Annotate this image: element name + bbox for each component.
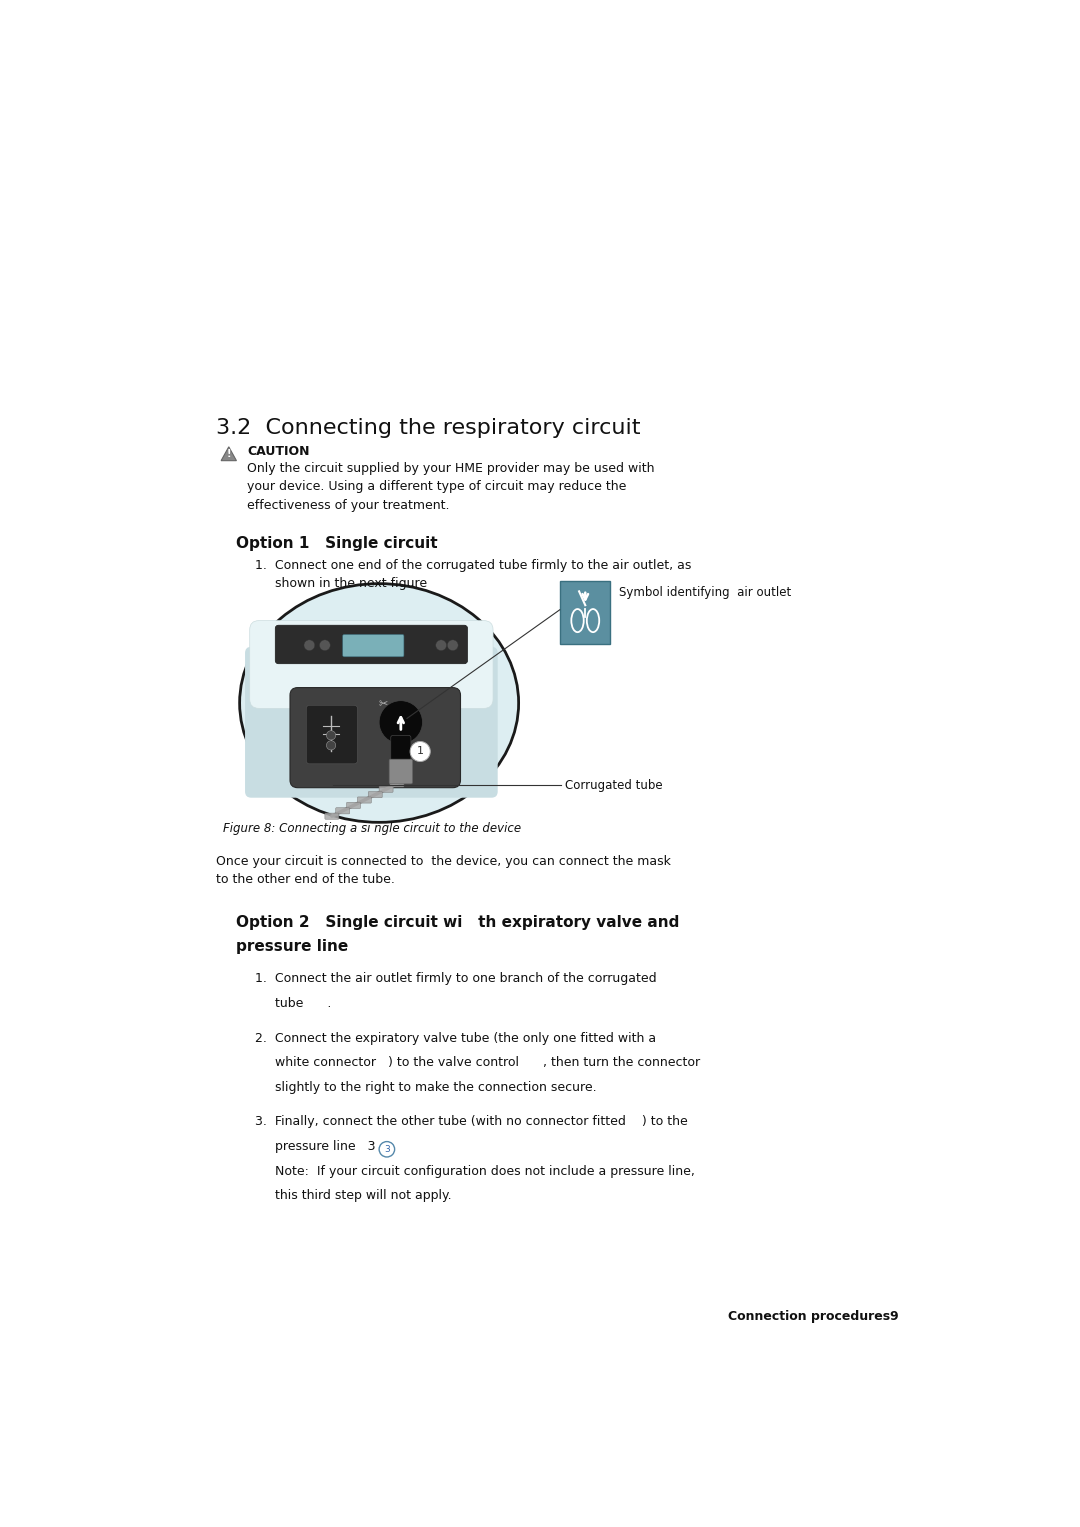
FancyBboxPatch shape bbox=[245, 647, 498, 797]
Text: 9: 9 bbox=[890, 1310, 899, 1322]
Text: 1: 1 bbox=[417, 747, 423, 756]
Text: 3: 3 bbox=[384, 1145, 390, 1154]
Text: this third step will not apply.: this third step will not apply. bbox=[255, 1190, 451, 1202]
Text: pressure line   3   .: pressure line 3 . bbox=[255, 1141, 392, 1153]
Text: 1.  Connect the air outlet firmly to one branch of the corrugated: 1. Connect the air outlet firmly to one … bbox=[255, 973, 657, 985]
FancyBboxPatch shape bbox=[325, 812, 339, 820]
FancyBboxPatch shape bbox=[390, 780, 404, 786]
Circle shape bbox=[326, 731, 336, 741]
FancyBboxPatch shape bbox=[275, 625, 468, 664]
FancyBboxPatch shape bbox=[307, 705, 357, 764]
FancyBboxPatch shape bbox=[391, 736, 410, 767]
Circle shape bbox=[303, 640, 314, 651]
Circle shape bbox=[379, 1142, 394, 1157]
FancyBboxPatch shape bbox=[249, 620, 494, 709]
FancyBboxPatch shape bbox=[342, 634, 404, 657]
FancyBboxPatch shape bbox=[368, 791, 382, 797]
Text: 1.  Connect one end of the corrugated tube firmly to the air outlet, as
     sho: 1. Connect one end of the corrugated tub… bbox=[255, 559, 691, 591]
FancyBboxPatch shape bbox=[291, 687, 460, 788]
Text: Option 1   Single circuit: Option 1 Single circuit bbox=[235, 536, 437, 551]
Circle shape bbox=[410, 742, 430, 762]
Circle shape bbox=[379, 701, 422, 744]
Text: Only the circuit supplied by your HME provider may be used with
your device. Usi: Only the circuit supplied by your HME pr… bbox=[247, 463, 654, 512]
FancyBboxPatch shape bbox=[336, 808, 350, 814]
FancyBboxPatch shape bbox=[389, 759, 413, 783]
Text: Symbol identifying  air outlet: Symbol identifying air outlet bbox=[619, 586, 791, 599]
Text: Figure 8: Connecting a si ngle circuit to the device: Figure 8: Connecting a si ngle circuit t… bbox=[222, 823, 521, 835]
FancyBboxPatch shape bbox=[357, 797, 372, 803]
Text: slightly to the right to make the connection secure.: slightly to the right to make the connec… bbox=[255, 1081, 597, 1093]
FancyBboxPatch shape bbox=[379, 786, 393, 793]
Text: Option 2   Single circuit wi   th expiratory valve and: Option 2 Single circuit wi th expiratory… bbox=[235, 915, 679, 930]
Circle shape bbox=[447, 640, 458, 651]
Circle shape bbox=[326, 741, 336, 750]
Text: CAUTION: CAUTION bbox=[247, 444, 310, 458]
Text: Corrugated tube: Corrugated tube bbox=[565, 779, 663, 793]
FancyBboxPatch shape bbox=[347, 802, 361, 808]
Ellipse shape bbox=[240, 583, 518, 823]
Text: ✂: ✂ bbox=[378, 699, 388, 710]
Text: white connector   ) to the valve control      , then turn the connector: white connector ) to the valve control ,… bbox=[255, 1057, 700, 1069]
Text: 2.  Connect the expiratory valve tube (the only one fitted with a: 2. Connect the expiratory valve tube (th… bbox=[255, 1032, 657, 1044]
Circle shape bbox=[435, 640, 446, 651]
Text: pressure line: pressure line bbox=[235, 939, 348, 954]
Text: Connection procedures: Connection procedures bbox=[729, 1310, 891, 1322]
Text: 3.  Finally, connect the other tube (with no connector fitted    ) to the: 3. Finally, connect the other tube (with… bbox=[255, 1115, 688, 1128]
Polygon shape bbox=[221, 447, 237, 461]
FancyBboxPatch shape bbox=[561, 582, 610, 644]
Text: tube      .: tube . bbox=[255, 997, 332, 1011]
Text: !: ! bbox=[227, 449, 231, 458]
Circle shape bbox=[320, 640, 330, 651]
Text: 3.2  Connecting the respiratory circuit: 3.2 Connecting the respiratory circuit bbox=[216, 418, 640, 438]
Text: Note:  If your circuit configuration does not include a pressure line,: Note: If your circuit configuration does… bbox=[255, 1165, 696, 1177]
Text: Once your circuit is connected to  the device, you can connect the mask
to the o: Once your circuit is connected to the de… bbox=[216, 855, 672, 886]
